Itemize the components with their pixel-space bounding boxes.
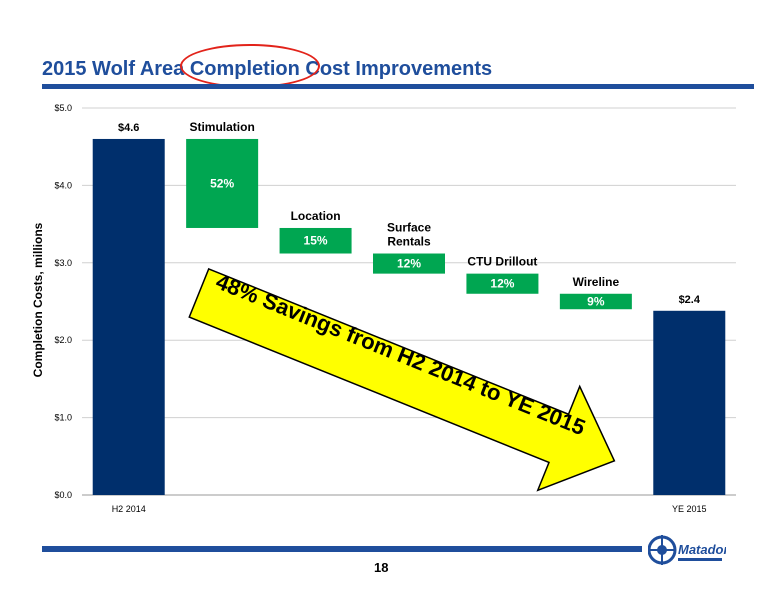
step-bar <box>279 227 352 254</box>
savings-arrow-text: 48% Savings from H2 2014 to YE 2015 <box>212 269 588 440</box>
step-pct-label: 12% <box>490 277 514 291</box>
step-pct-label: 15% <box>304 234 328 248</box>
grid-lines <box>82 107 736 496</box>
y-tick-label: $3.0 <box>54 258 72 268</box>
step-pct-label: 9% <box>587 295 605 309</box>
step-name-label: Wireline <box>573 275 620 289</box>
bar-value-label: $2.4 <box>679 294 701 306</box>
step-bar <box>466 273 539 294</box>
y-axis-title: Completion Costs, millions <box>31 222 45 377</box>
x-tick-label: YE 2015 <box>672 504 707 514</box>
logo-wordmark: Matador <box>678 542 726 557</box>
step-pct-label: 52% <box>210 176 234 190</box>
step-name-label: Location <box>291 209 341 223</box>
savings-arrow-shape <box>188 267 616 492</box>
step-name-line: Wireline <box>573 275 620 289</box>
y-tick-label: $4.0 <box>54 180 72 190</box>
savings-arrow: 48% Savings from H2 2014 to YE 2015 <box>188 267 616 492</box>
chart-labels: $0.0 $1.0 $2.0 $3.0 $4.0 $5.0 Completion Costs… <box>31 103 707 514</box>
waterfall-chart: $0.0 $1.0 $2.0 $3.0 $4.0 $5.0 Completion Costs… <box>31 103 736 514</box>
step-name-label: CTU Drillout <box>467 255 537 269</box>
total-bar <box>92 138 165 495</box>
matador-logo: Matador <box>648 535 726 565</box>
step-name-line: CTU Drillout <box>467 255 537 269</box>
step-bar <box>559 293 632 310</box>
step-bar <box>373 253 445 274</box>
step-name-line: Stimulation <box>189 120 254 134</box>
page-number: 18 <box>374 560 389 575</box>
y-tick-label: $0.0 <box>54 490 72 500</box>
step-name-line: Location <box>291 209 341 223</box>
total-bar <box>653 310 726 495</box>
y-tick-label: $2.0 <box>54 335 72 345</box>
bar-value-label: $4.6 <box>118 122 139 134</box>
bars <box>92 138 726 495</box>
step-name-label: Stimulation <box>189 120 254 134</box>
y-tick-label: $5.0 <box>54 103 72 113</box>
x-tick-label: H2 2014 <box>112 504 146 514</box>
y-tick-label: $1.0 <box>54 413 72 423</box>
step-bar <box>186 138 259 228</box>
step-pct-label: 12% <box>397 257 421 271</box>
step-name-label: Surface Rentals <box>387 221 431 249</box>
footer-divider <box>42 546 642 552</box>
step-name-line: Rentals <box>387 235 431 249</box>
title-divider <box>42 84 754 89</box>
step-name-line: Surface <box>387 221 431 235</box>
